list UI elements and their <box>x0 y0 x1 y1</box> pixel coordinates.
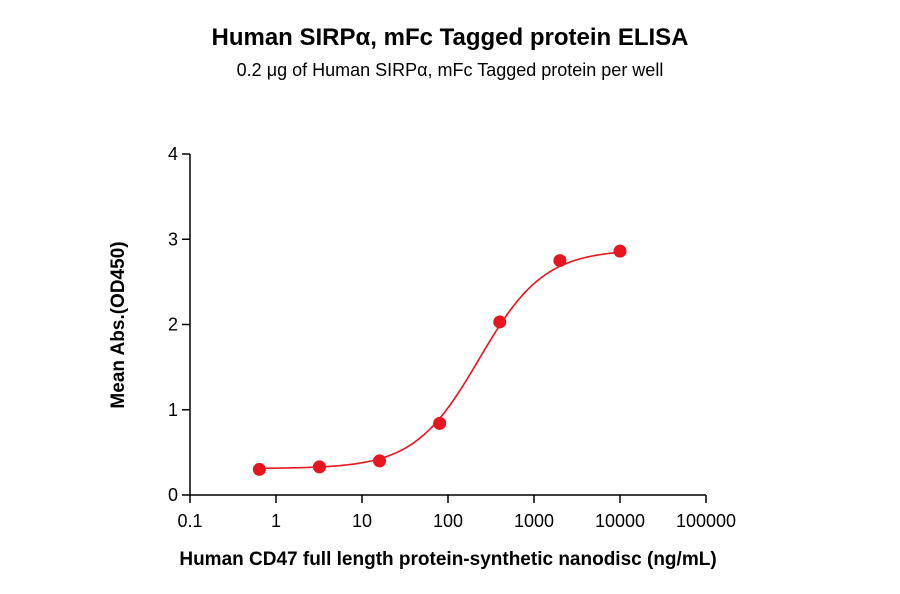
x-axis-label: Human CD47 full length protein-synthetic… <box>179 549 716 570</box>
axes: 0 1 2 3 4 0.1 1 10 100 1000 10000 100000 <box>168 144 736 531</box>
data-point <box>433 416 447 430</box>
y-tick-label: 1 <box>168 400 178 420</box>
x-tick-label: 1 <box>271 511 281 531</box>
data-point <box>613 244 627 258</box>
y-tick-label: 0 <box>168 485 178 505</box>
data-point <box>252 462 266 476</box>
x-tick-label: 0.1 <box>177 511 202 531</box>
y-tick-label: 4 <box>168 144 178 164</box>
chart-subtitle: 0.2 μg of Human SIRPα, mFc Tagged protei… <box>236 60 664 80</box>
data-point <box>493 315 507 329</box>
fit-curve-layer <box>259 251 621 470</box>
x-tick-label: 1000 <box>514 511 554 531</box>
data-point <box>373 454 387 468</box>
y-axis-label: Mean Abs.(OD450) <box>108 241 129 408</box>
y-tick-label: 3 <box>168 229 178 249</box>
data-points-layer <box>252 244 627 476</box>
chart-title: Human SIRPα, mFc Tagged protein ELISA <box>211 24 689 51</box>
data-point <box>553 254 567 268</box>
fit-curve <box>259 251 621 470</box>
x-tick-label: 10000 <box>595 511 645 531</box>
data-point <box>312 460 326 474</box>
x-tick-label: 100000 <box>676 511 736 531</box>
x-tick-label: 10 <box>352 511 372 531</box>
x-tick-label: 100 <box>433 511 463 531</box>
y-tick-label: 2 <box>168 315 178 335</box>
